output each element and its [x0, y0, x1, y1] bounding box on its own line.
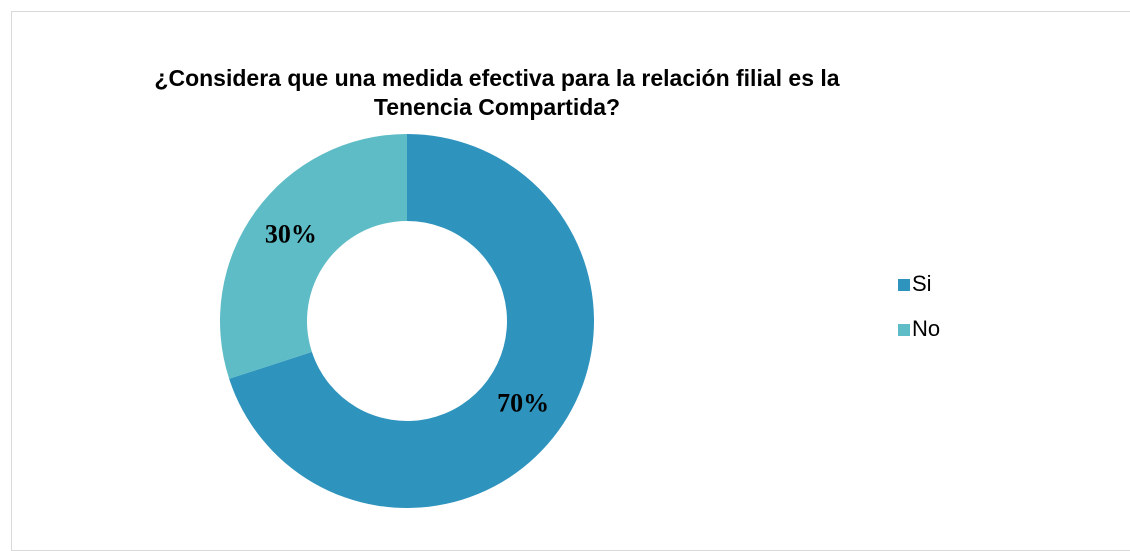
legend-label: No [912, 316, 940, 341]
legend-label: Si [912, 271, 932, 296]
data-label: 70% [497, 388, 549, 417]
page: {"chart_data": {"type": "donut", "title"… [11, 11, 1130, 551]
chart: 70% 30% Si No [219, 134, 940, 508]
donut-slice [219, 134, 407, 379]
donut-slice [229, 134, 594, 508]
legend-swatch [898, 279, 910, 291]
chart-title: ¿Considera que una medida efectiva para … [154, 65, 840, 120]
data-label: 30% [265, 220, 317, 249]
legend-swatch [898, 324, 910, 336]
